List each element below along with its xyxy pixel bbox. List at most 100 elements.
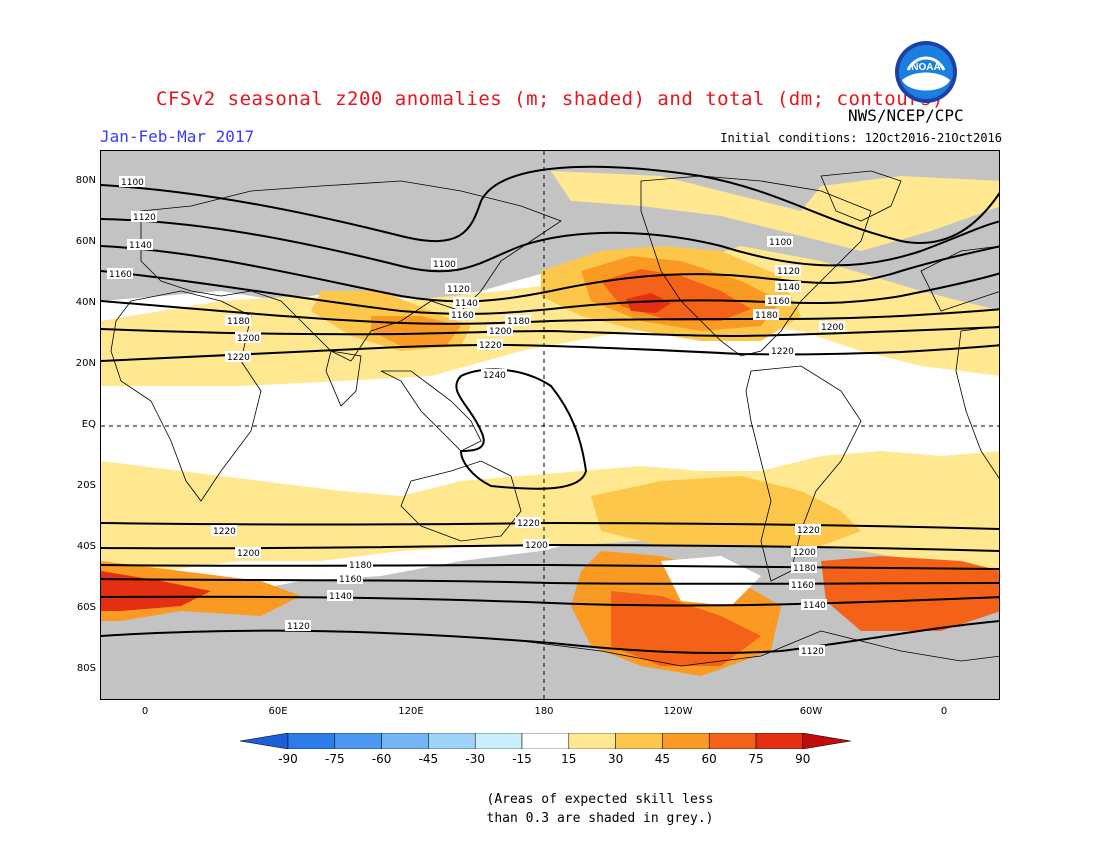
colorbar-swatch — [708, 733, 757, 749]
colorbar-swatch — [755, 733, 804, 749]
contour-label-1200-e: 1200 — [523, 539, 549, 551]
lat-label-80s: 80S — [76, 663, 96, 674]
svg-text:1220: 1220 — [771, 347, 794, 357]
anomaly-60-south-atlantic — [821, 556, 999, 631]
svg-text:1200: 1200 — [237, 334, 260, 344]
svg-text:1200: 1200 — [525, 541, 548, 551]
contour-label-1200-a: 1200 — [235, 332, 261, 344]
india-outline — [325, 350, 362, 407]
lon-label-60w: 60W — [799, 706, 823, 717]
svg-text:1200: 1200 — [793, 548, 816, 558]
lon-label-0-right: 0 — [940, 706, 948, 717]
contour-label-1140-a: 1140 — [127, 239, 153, 251]
svg-text:1160: 1160 — [109, 270, 132, 280]
svg-text:1240: 1240 — [483, 371, 506, 381]
noaa-logo: NOAA — [895, 41, 957, 103]
contour-1180-south — [101, 563, 999, 570]
contour-label-group: 1100 1120 1140 1160 1180 1200 1220 1100 … — [107, 176, 845, 657]
contour-label-1160-d: 1160 — [337, 573, 363, 585]
svg-text:1180: 1180 — [349, 561, 372, 571]
colorbar-swatch — [662, 733, 710, 749]
colorbar-tick-label: 60 — [701, 752, 717, 766]
chart-title: CFSv2 seasonal z200 anomalies (m; shaded… — [156, 88, 944, 110]
contour-label-1140-d: 1140 — [327, 590, 353, 602]
svg-text:1120: 1120 — [447, 285, 470, 295]
contour-label-1160-f: 1160 — [789, 579, 815, 591]
svg-text:1120: 1120 — [801, 647, 824, 657]
contour-1180-north — [101, 300, 999, 325]
anomaly-45-south-pacific — [591, 476, 861, 546]
grey-south-band — [101, 521, 999, 699]
colorbar-swatch — [474, 733, 523, 749]
contour-label-1100-a: 1100 — [119, 176, 145, 188]
colorbar-tick-label: -15 — [512, 752, 532, 766]
contour-label-1120-a: 1120 — [131, 211, 157, 223]
africa-outline — [110, 290, 262, 502]
colorbar-tick-label: 30 — [607, 752, 624, 766]
colorbar-swatch — [521, 733, 570, 749]
colorbar-swatch — [615, 733, 663, 749]
contour-1140-south — [101, 595, 999, 607]
colorbar-swatch — [381, 733, 429, 749]
svg-text:1220: 1220 — [479, 341, 502, 351]
se-asia-outline — [380, 370, 482, 452]
svg-text:1140: 1140 — [803, 601, 826, 611]
greenland-outline — [820, 170, 902, 222]
contour-label-1220-e: 1220 — [515, 517, 541, 529]
contour-label-1220-c: 1220 — [769, 345, 795, 357]
europe-outline-right — [920, 245, 999, 312]
initial-conditions: Initial conditions: 12Oct2016-21Oct2016 — [720, 131, 1002, 145]
colorbar-tick-label: -45 — [418, 752, 439, 766]
colorbar-arrow-left — [240, 733, 289, 749]
agency-label: NWS/NCEP/CPC — [848, 106, 964, 125]
contour-1220-north — [101, 343, 999, 362]
contour-1160-south — [101, 578, 999, 585]
lon-label-120w: 120W — [663, 706, 693, 717]
contour-label-1200-d: 1200 — [235, 547, 261, 559]
lon-label-60e: 60E — [268, 706, 288, 717]
contour-label-1120-f: 1120 — [799, 645, 825, 657]
svg-text:1160: 1160 — [339, 575, 362, 585]
contour-1120-south — [101, 620, 999, 654]
colorbar-swatch — [334, 733, 382, 749]
contour-1120-north — [101, 218, 999, 273]
note-line-2: than 0.3 are shaded in grey.) — [486, 811, 714, 826]
svg-text:1120: 1120 — [777, 267, 800, 277]
contour-label-1140-b: 1140 — [453, 297, 479, 309]
lon-label-0: 0 — [141, 706, 149, 717]
contour-label-1240: 1240 — [481, 369, 507, 381]
svg-text:1140: 1140 — [129, 241, 152, 251]
lon-label-120e: 120E — [398, 706, 424, 717]
colorbar-swatch — [287, 733, 336, 749]
svg-text:1180: 1180 — [793, 564, 816, 574]
anomaly-75-south-pacific — [611, 591, 761, 666]
contour-label-1220-f: 1220 — [795, 524, 821, 536]
lat-label-40n: 40N — [75, 297, 96, 308]
contour-1200-north — [101, 326, 999, 338]
colorbar-tick-label: 90 — [795, 752, 811, 766]
svg-text:1200: 1200 — [489, 327, 512, 337]
contour-label-1120-b: 1120 — [445, 283, 471, 295]
svg-text:1220: 1220 — [213, 527, 236, 537]
svg-text:1180: 1180 — [507, 317, 530, 327]
colorbar-tick-label: 15 — [561, 752, 577, 766]
svg-text:1160: 1160 — [451, 311, 474, 321]
svg-text:1160: 1160 — [791, 581, 814, 591]
north-america-outline — [640, 175, 872, 357]
contour-label-1160-c: 1160 — [765, 295, 791, 307]
contour-label-1220-a: 1220 — [225, 351, 251, 363]
colorbar-tick-label: 75 — [748, 752, 764, 766]
contour-label-1200-b: 1200 — [487, 325, 513, 337]
svg-text:1120: 1120 — [287, 622, 310, 632]
anomaly-90-core — [626, 293, 671, 313]
svg-text:1100: 1100 — [769, 238, 792, 248]
svg-text:1200: 1200 — [237, 549, 260, 559]
contour-label-1160-a: 1160 — [107, 268, 133, 280]
forecast-period: Jan-Feb-Mar 2017 — [100, 127, 255, 146]
svg-text:1220: 1220 — [227, 353, 250, 363]
lat-label-80n: 80N — [75, 175, 96, 186]
lat-label-60n: 60N — [75, 236, 96, 247]
noaa-logo-text: NOAA — [911, 62, 940, 73]
contour-label-1180-f: 1180 — [791, 562, 817, 574]
colorbar-tick-label: 45 — [654, 752, 671, 766]
